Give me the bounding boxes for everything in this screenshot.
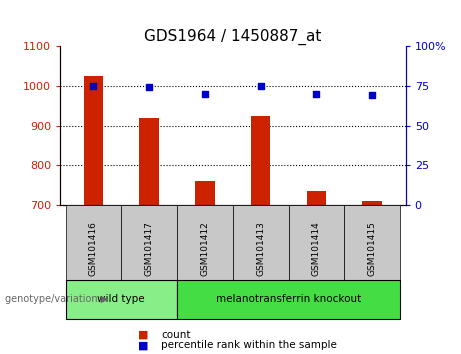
Text: percentile rank within the sample: percentile rank within the sample bbox=[161, 340, 337, 350]
Point bbox=[90, 83, 97, 88]
Text: genotype/variation ▶: genotype/variation ▶ bbox=[5, 294, 108, 304]
Text: melanotransferrin knockout: melanotransferrin knockout bbox=[216, 294, 361, 304]
Text: GSM101412: GSM101412 bbox=[201, 221, 209, 276]
Text: GSM101413: GSM101413 bbox=[256, 221, 265, 276]
Text: GSM101416: GSM101416 bbox=[89, 221, 98, 276]
Bar bbox=[195, 181, 215, 205]
Point bbox=[146, 85, 153, 90]
Bar bbox=[251, 116, 271, 205]
Text: GSM101415: GSM101415 bbox=[368, 221, 377, 276]
Title: GDS1964 / 1450887_at: GDS1964 / 1450887_at bbox=[144, 28, 321, 45]
Text: count: count bbox=[161, 330, 191, 339]
Text: ■: ■ bbox=[138, 330, 149, 339]
Bar bbox=[139, 118, 159, 205]
Bar bbox=[307, 192, 326, 205]
Text: GSM101417: GSM101417 bbox=[145, 221, 154, 276]
Point bbox=[257, 83, 264, 88]
Bar bbox=[83, 76, 103, 205]
Bar bbox=[362, 201, 382, 205]
Text: wild type: wild type bbox=[97, 294, 145, 304]
Text: GSM101414: GSM101414 bbox=[312, 221, 321, 276]
Point bbox=[313, 91, 320, 97]
Text: ■: ■ bbox=[138, 340, 149, 350]
Point bbox=[368, 92, 376, 98]
Point bbox=[201, 91, 209, 97]
